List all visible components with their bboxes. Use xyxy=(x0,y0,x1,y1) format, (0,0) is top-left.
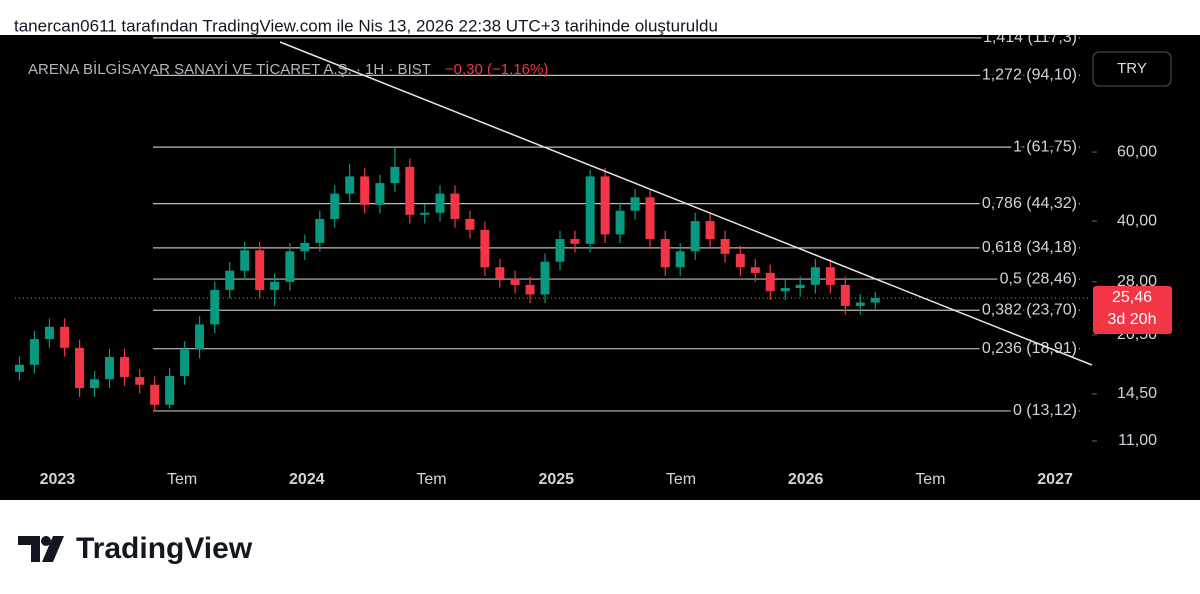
fib-label: 1,414 (117,3) xyxy=(983,29,1077,46)
candle-body xyxy=(555,239,565,262)
candle-body xyxy=(270,281,280,290)
x-tick-label: Tem xyxy=(666,471,696,488)
fib-label: 0,786 (44,32) xyxy=(982,195,1077,212)
fib-label: 1 (61,75) xyxy=(1013,138,1077,155)
brand-logo xyxy=(18,536,64,562)
candle-body xyxy=(795,284,805,289)
candle-body xyxy=(675,251,685,268)
candle-body xyxy=(285,251,295,282)
candle-body xyxy=(750,267,760,273)
candle-body xyxy=(645,197,655,240)
header-band xyxy=(0,0,1200,35)
candle-body xyxy=(405,166,415,215)
currency-label[interactable]: TRY xyxy=(1117,60,1147,77)
candle-body xyxy=(195,324,205,350)
x-tick-label: Tem xyxy=(915,471,945,488)
candle-body xyxy=(60,326,70,348)
candle-body xyxy=(210,289,220,325)
symbol-title: ARENA BİLGİSAYAR SANAYİ VE TİCARET A.Ş. … xyxy=(28,60,431,78)
last-price-box xyxy=(1093,286,1172,335)
candle-body xyxy=(525,284,535,295)
candle-body xyxy=(840,284,850,306)
candle-body xyxy=(345,176,355,194)
x-tick-label: 2024 xyxy=(289,471,325,488)
candle-body xyxy=(90,379,100,389)
x-tick-label: Tem xyxy=(416,471,446,488)
candle-body xyxy=(720,239,730,254)
y-tick-label: 60,00 xyxy=(1117,143,1157,160)
x-tick-label: 2027 xyxy=(1037,471,1073,488)
candle-body xyxy=(75,347,85,389)
candle-body xyxy=(150,384,160,405)
candle-body xyxy=(825,267,835,285)
candle-body xyxy=(375,183,385,205)
price-change: −0,30 (−1,16%) xyxy=(445,61,548,78)
candle-body xyxy=(510,278,520,285)
brand-name: TradingView xyxy=(76,532,253,565)
candle-body xyxy=(570,239,580,244)
candle-body xyxy=(690,221,700,252)
x-tick-label: Tem xyxy=(167,471,197,488)
candle-body xyxy=(705,221,715,240)
candle-body xyxy=(615,210,625,235)
y-tick-label: 11,00 xyxy=(1118,432,1157,449)
x-tick-label: 2026 xyxy=(788,471,824,488)
candle-body xyxy=(390,166,400,184)
candle-body xyxy=(315,218,325,243)
trend-line xyxy=(279,41,1093,366)
candle-body xyxy=(450,193,460,219)
candle-body xyxy=(14,364,24,372)
candle-body xyxy=(420,212,430,215)
fib-label: 1,272 (94,10) xyxy=(982,67,1077,84)
countdown-label: 3d 20h xyxy=(1108,311,1157,328)
candle-body xyxy=(855,302,865,306)
candle-body xyxy=(810,267,820,285)
candle-body xyxy=(435,193,445,213)
candle-body xyxy=(870,298,880,303)
candle-body xyxy=(29,339,39,365)
candle-body xyxy=(119,357,129,378)
candle-body xyxy=(240,250,250,271)
candle-body xyxy=(660,239,670,268)
y-tick-label: 14,50 xyxy=(1117,385,1157,402)
fib-label: 0,236 (18,91) xyxy=(982,340,1077,357)
candle-body xyxy=(44,326,54,340)
x-tick-label: 2023 xyxy=(40,471,76,488)
y-tick-label: 28,00 xyxy=(1117,273,1157,290)
candle-body xyxy=(600,176,610,235)
candle-body xyxy=(780,288,790,292)
candle-body xyxy=(105,357,115,380)
currency-button[interactable] xyxy=(1092,51,1172,87)
candle-body xyxy=(735,253,745,268)
candle-body xyxy=(225,270,235,290)
header-text: tanercan0611 tarafından TradingView.com … xyxy=(14,16,718,35)
fib-label: 0,5 (28,46) xyxy=(1000,270,1077,287)
y-tick-label: 40,00 xyxy=(1117,212,1157,229)
candle-body xyxy=(480,229,490,268)
candle-body xyxy=(180,349,190,377)
x-tick-label: 2025 xyxy=(538,471,574,488)
candle-body xyxy=(135,377,145,385)
fib-label: 0 (13,12) xyxy=(1013,402,1077,419)
candle-body xyxy=(585,176,595,244)
candle-body xyxy=(330,193,340,219)
chart-background xyxy=(0,35,1200,500)
candle-body xyxy=(255,250,265,290)
last-price-label: 25,46 xyxy=(1112,289,1152,306)
candle-body xyxy=(630,197,640,211)
fib-label: 0,382 (23,70) xyxy=(982,301,1077,318)
candle-body xyxy=(465,218,475,230)
candle-body xyxy=(165,376,175,405)
plot-area: 1,414 (117,3) 1,272 (94,10) 1 (61,75) 0,786… xyxy=(14,29,1090,422)
candle-body xyxy=(495,267,505,279)
candle-body xyxy=(300,242,310,252)
candle-body xyxy=(360,176,370,205)
fib-label: 0,618 (34,18) xyxy=(982,239,1077,256)
candle-body xyxy=(540,261,550,295)
candle-body xyxy=(765,272,775,292)
